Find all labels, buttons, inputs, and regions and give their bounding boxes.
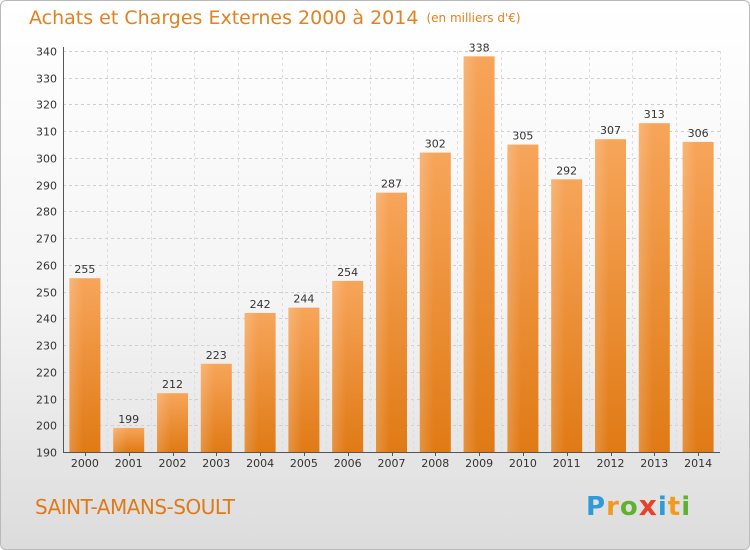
chart-title: Achats et Charges Externes 2000 à 2014 (e… <box>29 7 521 29</box>
commune-name: SAINT-AMANS-SOULT <box>35 495 235 519</box>
bar-highlight <box>463 56 478 452</box>
x-tick-label: 2006 <box>334 457 362 470</box>
logo-letter: i <box>657 492 668 522</box>
y-tick-label: 280 <box>36 206 57 219</box>
bar-highlight <box>507 144 522 453</box>
bar-value-label: 244 <box>293 293 314 306</box>
bar-highlight <box>682 141 697 453</box>
y-tick-label: 200 <box>36 420 57 433</box>
bar-value-label: 287 <box>381 178 402 191</box>
proxiti-logo: Proxiti <box>586 489 691 522</box>
y-tick-label: 240 <box>36 313 57 326</box>
bar-value-label: 212 <box>162 378 183 391</box>
bar-highlight <box>113 427 128 452</box>
x-tick-label: 2005 <box>290 457 318 470</box>
bar-value-label: 254 <box>337 266 358 279</box>
y-tick-label: 320 <box>36 99 57 112</box>
y-tick-label: 330 <box>36 73 57 86</box>
bar-value-label: 199 <box>118 413 139 426</box>
x-tick-label: 2012 <box>597 457 625 470</box>
bar-value-label: 338 <box>469 41 490 54</box>
chart-subtitle: (en milliers d'€) <box>426 11 521 25</box>
y-tick-label: 210 <box>36 394 57 407</box>
bar-highlight <box>419 152 434 452</box>
bar-value-label: 302 <box>425 138 446 151</box>
x-tick-label: 2008 <box>421 457 449 470</box>
bar-value-label: 255 <box>74 263 95 276</box>
bar-value-label: 242 <box>250 298 271 311</box>
x-tick-label: 2007 <box>378 457 406 470</box>
bar-highlight <box>244 312 259 452</box>
x-tick-label: 2000 <box>71 457 99 470</box>
logo-letter: P <box>586 492 607 522</box>
y-tick-label: 230 <box>36 340 57 353</box>
logo-letter: t <box>667 492 682 522</box>
x-tick-label: 2003 <box>202 457 230 470</box>
label-layer: 255 199 212 223 242 244 254 287 302 338 305 292 307 3… <box>74 41 708 426</box>
bar-value-label: 313 <box>644 108 665 121</box>
bar-highlight <box>157 393 171 452</box>
bar-highlight <box>551 179 566 452</box>
y-tick-label: 190 <box>36 447 57 460</box>
logo-letter: r <box>606 492 620 522</box>
x-tick-label: 2004 <box>246 457 274 470</box>
bar-value-label: 306 <box>688 127 709 140</box>
x-tick-label: 2013 <box>640 457 668 470</box>
bar-value-label: 292 <box>556 164 577 177</box>
bar-highlight <box>200 363 215 452</box>
bar-layer <box>69 56 714 453</box>
bar-value-label: 223 <box>206 349 227 362</box>
bar-highlight <box>376 192 390 453</box>
x-tick-label: 2009 <box>465 457 493 470</box>
logo-letter: i <box>681 492 692 522</box>
bar-highlight <box>638 123 653 453</box>
x-tick-label: 2014 <box>684 457 712 470</box>
x-tick-label: 2002 <box>159 457 187 470</box>
chart-title-text: Achats et Charges Externes 2000 à 2014 <box>29 7 419 29</box>
y-tick-label: 310 <box>36 126 57 139</box>
y-tick-label: 260 <box>36 260 57 273</box>
bar-highlight <box>69 278 84 452</box>
bar-value-label: 305 <box>512 130 533 143</box>
y-tick-label: 270 <box>36 233 57 246</box>
y-tick-label: 300 <box>36 153 57 166</box>
logo-letter: x <box>638 489 658 522</box>
logo-letter: o <box>619 492 639 522</box>
axis-layer: 190 200 210 220 230 240 250 260 270 280 290 300 310 3… <box>36 46 720 470</box>
x-tick-label: 2001 <box>115 457 143 470</box>
bar-highlight <box>595 139 609 452</box>
bar-highlight <box>288 307 303 452</box>
x-tick-label: 2011 <box>553 457 581 470</box>
bar-value-label: 307 <box>600 124 621 137</box>
y-tick-label: 250 <box>36 287 57 300</box>
bar-highlight <box>332 280 347 452</box>
y-tick-label: 220 <box>36 367 57 380</box>
y-tick-label: 340 <box>36 46 57 59</box>
x-tick-label: 2010 <box>509 457 537 470</box>
y-tick-label: 290 <box>36 180 57 193</box>
